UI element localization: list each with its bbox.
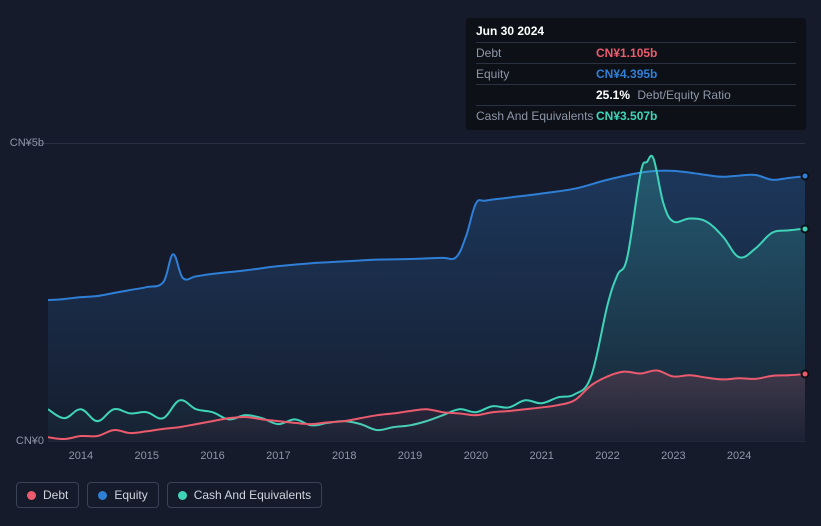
chart-legend: Debt Equity Cash And Equivalents [16, 482, 322, 508]
tooltip-value-debt: CN¥1.105b [596, 46, 657, 60]
x-axis-label: 2022 [595, 450, 619, 462]
equity-end-marker [801, 172, 810, 181]
x-axis-label: 2018 [332, 450, 356, 462]
tooltip-row-ratio: 25.1% Debt/Equity Ratio [476, 84, 796, 105]
x-axis-label: 2021 [529, 450, 553, 462]
tooltip-row-equity: Equity CN¥4.395b [476, 63, 796, 84]
chart-tooltip: Jun 30 2024 Debt CN¥1.105b Equity CN¥4.3… [466, 18, 806, 130]
cash-end-marker [801, 224, 810, 233]
x-axis-label: 2024 [727, 450, 751, 462]
x-axis-label: 2015 [134, 450, 158, 462]
financial-area-chart[interactable] [48, 144, 805, 442]
x-axis-label: 2019 [398, 450, 422, 462]
legend-swatch-debt [27, 491, 36, 500]
legend-item-cash[interactable]: Cash And Equivalents [167, 482, 322, 508]
legend-swatch-equity [98, 491, 107, 500]
tooltip-value-cash: CN¥3.507b [596, 109, 657, 123]
tooltip-label-ratio [476, 88, 596, 102]
legend-swatch-cash [178, 491, 187, 500]
legend-label-cash: Cash And Equivalents [194, 488, 311, 502]
tooltip-label-equity: Equity [476, 67, 596, 81]
x-axis-label: 2016 [200, 450, 224, 462]
x-axis-label: 2023 [661, 450, 685, 462]
tooltip-row-cash: Cash And Equivalents CN¥3.507b [476, 105, 796, 126]
tooltip-ratio-txt: Debt/Equity Ratio [637, 88, 730, 102]
x-axis-label: 2017 [266, 450, 290, 462]
y-axis-label: CN¥5b [0, 137, 48, 149]
tooltip-label-cash: Cash And Equivalents [476, 109, 596, 123]
tooltip-label-debt: Debt [476, 46, 596, 60]
legend-label-equity: Equity [114, 488, 147, 502]
x-axis-label: 2014 [69, 450, 93, 462]
debt-end-marker [801, 370, 810, 379]
tooltip-ratio-pct: 25.1% [596, 88, 630, 102]
tooltip-row-debt: Debt CN¥1.105b [476, 42, 796, 63]
legend-item-debt[interactable]: Debt [16, 482, 79, 508]
legend-item-equity[interactable]: Equity [87, 482, 158, 508]
x-axis-label: 2020 [464, 450, 488, 462]
y-axis-label: CN¥0 [0, 435, 48, 447]
tooltip-date: Jun 30 2024 [476, 24, 796, 42]
tooltip-value-equity: CN¥4.395b [596, 67, 657, 81]
legend-label-debt: Debt [43, 488, 68, 502]
